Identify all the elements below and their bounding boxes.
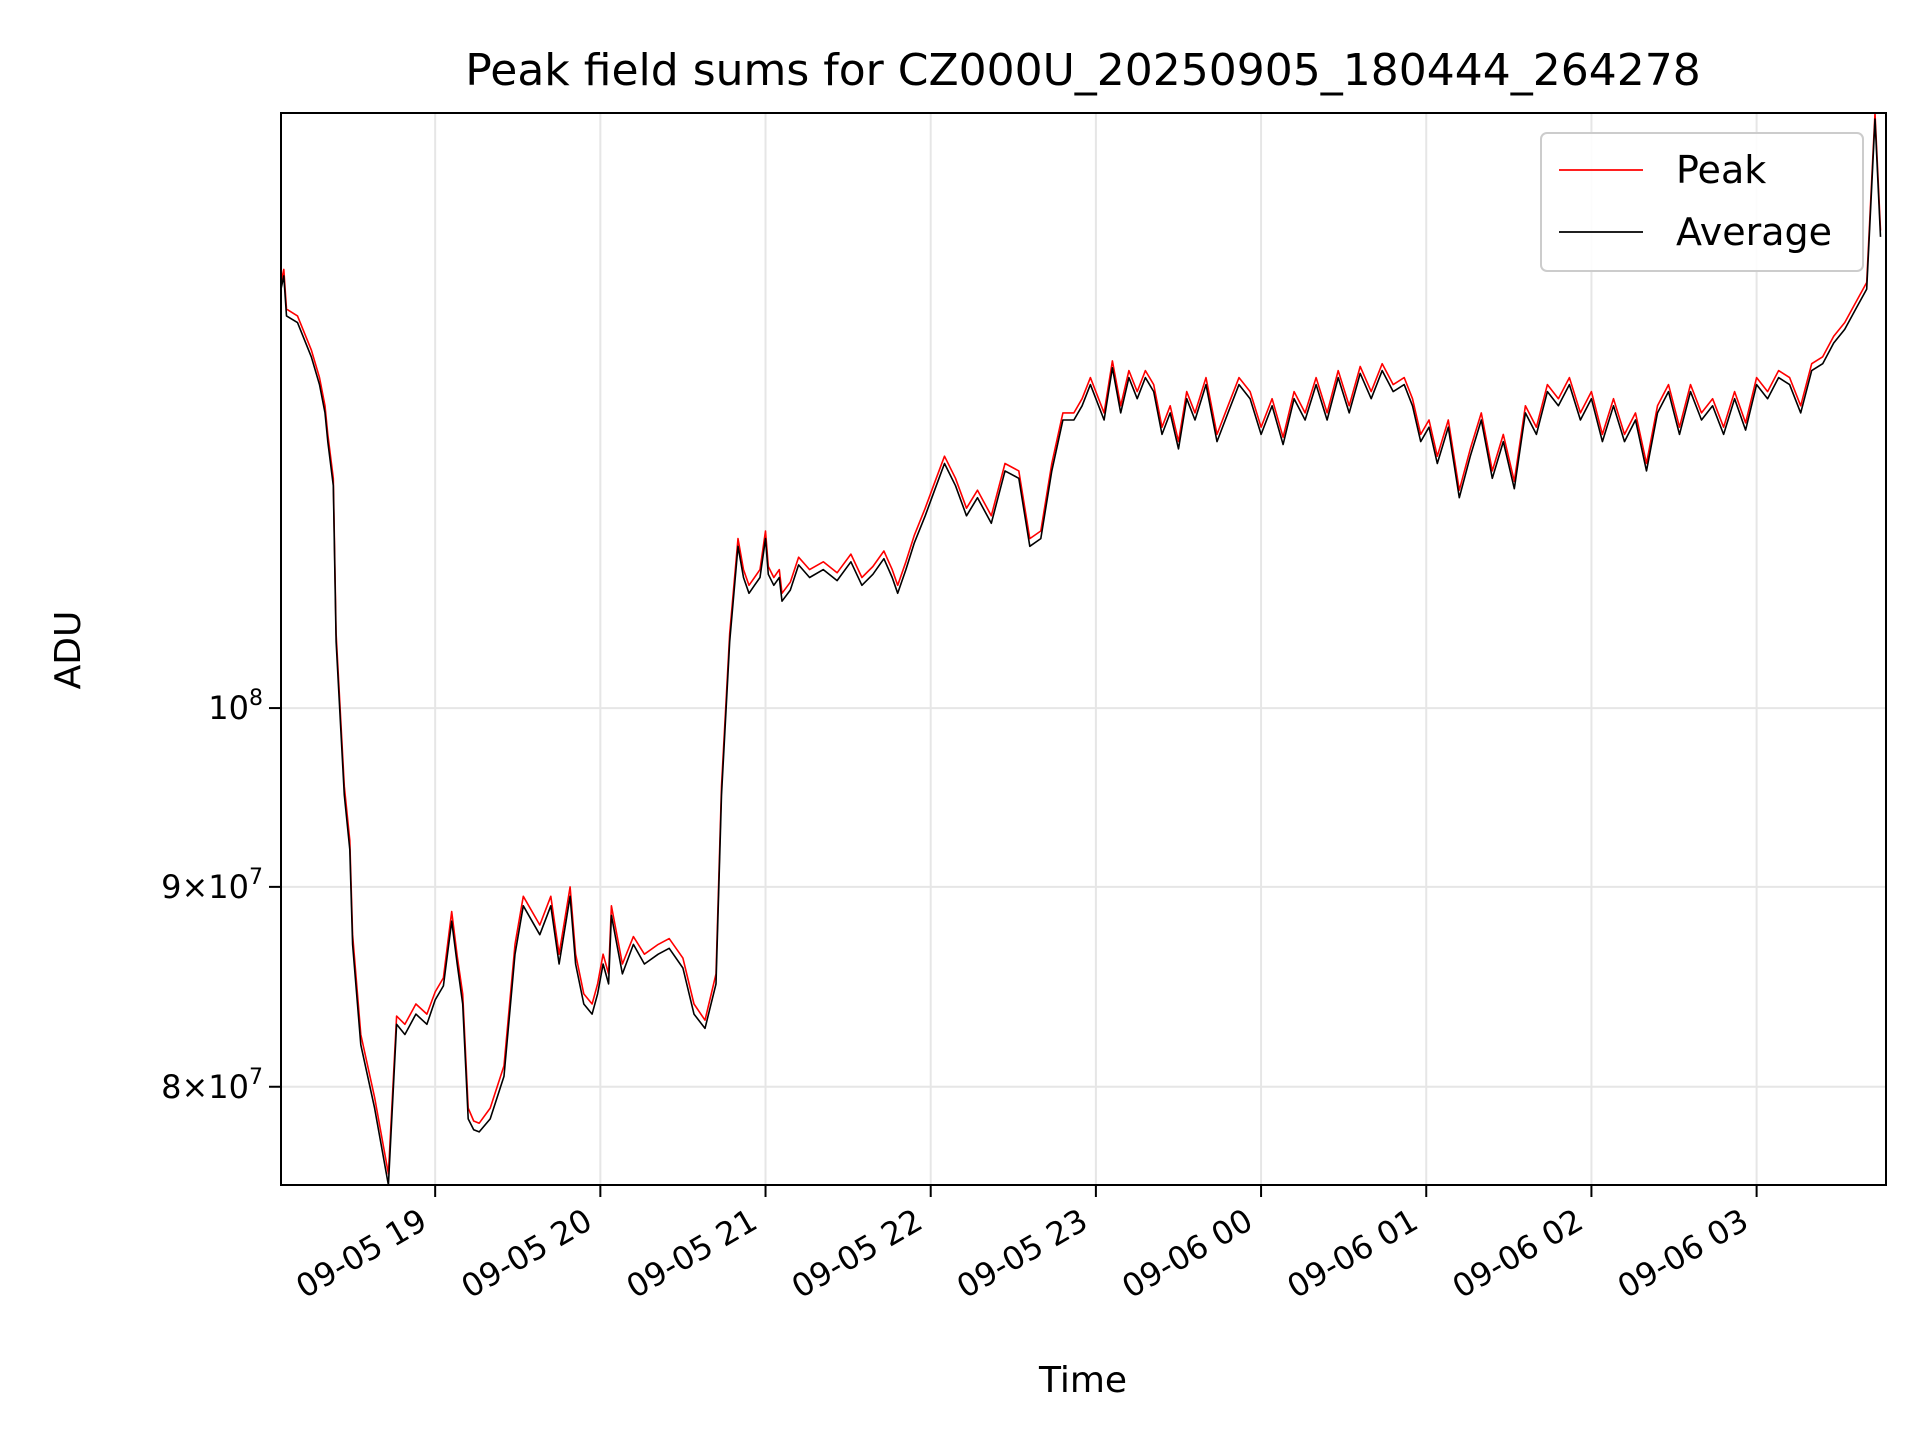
legend-average-label: Average <box>1676 210 1832 254</box>
y-tick-mantissa: 10 <box>208 689 249 727</box>
legend: Peak Average <box>1540 132 1864 272</box>
average-series-line <box>280 118 1882 1186</box>
y-tick-exponent: 7 <box>249 865 263 890</box>
y-axis-label: ADU <box>48 611 89 690</box>
y-tick-label: 9×107 <box>161 865 263 906</box>
y-tick-mantissa: 8×10 <box>161 1068 249 1106</box>
legend-box <box>1540 132 1864 272</box>
peak-series-line <box>280 112 1882 1175</box>
y-tick-label: 8×107 <box>161 1065 263 1106</box>
series-lines <box>280 112 1882 1186</box>
plot-frame <box>280 112 1887 1186</box>
y-tick-exponent: 8 <box>249 686 263 711</box>
y-tick-exponent: 7 <box>249 1065 263 1090</box>
chart-title: Peak field sums for CZ000U_20250905_1804… <box>465 45 1700 96</box>
y-tick-label: 108 <box>208 686 263 727</box>
x-axis-label: Time <box>1038 1360 1127 1401</box>
legend-peak-label: Peak <box>1676 148 1766 192</box>
grid-lines <box>281 113 1886 1185</box>
y-tick-mantissa: 9×10 <box>161 868 249 906</box>
